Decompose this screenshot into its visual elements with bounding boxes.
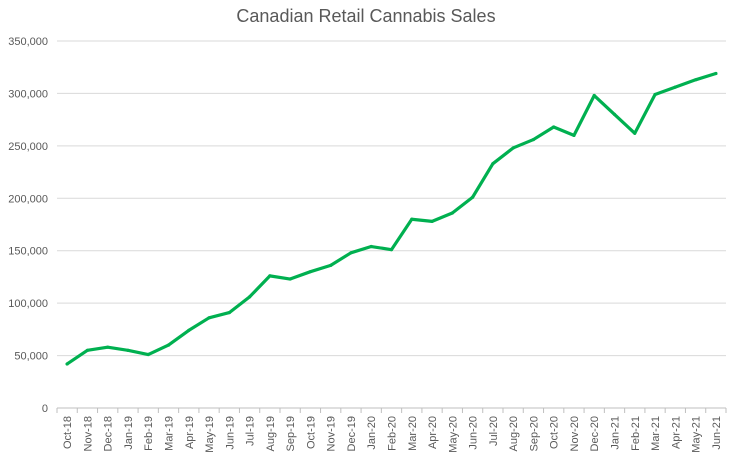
x-tick-label: Mar-21 — [650, 416, 662, 451]
data-point — [166, 343, 171, 347]
x-tick-label: Nov-18 — [82, 416, 94, 451]
x-tick-label: Jan-20 — [366, 416, 378, 450]
data-point — [552, 125, 556, 129]
data-point — [247, 295, 252, 299]
x-tick-label: Dec-20 — [589, 416, 601, 451]
x-tick-label: Jul-20 — [488, 416, 500, 446]
x-tick-label: Mar-19 — [164, 416, 176, 451]
x-tick-label: Mar-20 — [407, 416, 419, 451]
x-tick-label: Feb-21 — [630, 416, 642, 451]
y-tick-label: 300,000 — [8, 88, 48, 100]
x-tick-label: Jun-19 — [224, 416, 236, 450]
x-tick-label: Feb-19 — [143, 416, 155, 451]
x-tick-label: Dec-18 — [103, 416, 115, 451]
x-tick-label: Apr-19 — [184, 416, 196, 449]
data-point — [207, 316, 211, 320]
data-point — [430, 219, 434, 223]
y-tick-label: 150,000 — [8, 246, 48, 258]
x-tick-label: Sep-20 — [528, 416, 540, 451]
x-tick-label: Oct-20 — [549, 416, 561, 449]
x-tick-label: Aug-20 — [508, 416, 520, 451]
data-point — [288, 277, 292, 281]
x-tick-label: Aug-19 — [265, 416, 277, 451]
data-point — [714, 71, 718, 76]
x-tick-label: Apr-21 — [670, 416, 682, 449]
x-tick-label: Jun-20 — [468, 416, 480, 450]
y-tick-label: 350,000 — [8, 36, 48, 48]
data-point — [85, 348, 90, 352]
data-point — [470, 195, 475, 199]
x-tick-label: May-20 — [447, 416, 459, 453]
x-tick-label: May-19 — [204, 416, 216, 453]
x-tick-label: Sep-19 — [285, 416, 297, 451]
data-point — [389, 248, 394, 252]
y-tick-label: 0 — [42, 403, 48, 415]
chart-title: Canadian Retail Cannabis Sales — [236, 6, 495, 26]
data-point — [633, 131, 637, 135]
x-tick-label: Dec-19 — [346, 416, 358, 451]
data-point — [349, 251, 353, 255]
data-point — [612, 112, 617, 116]
data-point — [592, 93, 596, 98]
y-tick-label: 200,000 — [8, 193, 48, 205]
data-point — [410, 217, 414, 221]
y-tick-label: 50,000 — [14, 351, 48, 363]
data-point — [268, 274, 272, 278]
data-point — [653, 92, 657, 97]
x-tick-label: Jan-21 — [610, 416, 622, 450]
data-point — [572, 133, 576, 137]
data-point — [146, 352, 150, 357]
data-point — [531, 137, 536, 142]
data-point — [450, 211, 454, 215]
x-tick-label: Jul-19 — [245, 416, 257, 446]
data-point — [227, 310, 231, 315]
data-point — [187, 328, 191, 333]
data-point — [106, 345, 110, 349]
x-tick-label: Oct-18 — [62, 416, 74, 449]
x-tick-label: May-21 — [691, 416, 703, 453]
data-point — [491, 162, 495, 166]
x-tick-label: Jan-19 — [123, 416, 135, 450]
x-tick-label: Feb-20 — [387, 416, 399, 451]
data-point — [511, 146, 515, 150]
data-point — [308, 270, 313, 274]
data-point — [673, 85, 677, 89]
data-point — [693, 78, 698, 82]
data-point — [65, 362, 69, 366]
x-tick-label: Apr-20 — [427, 416, 439, 449]
y-tick-label: 250,000 — [8, 141, 48, 153]
data-point — [369, 244, 373, 249]
series-line-sales — [65, 71, 718, 366]
y-tick-label: 100,000 — [8, 298, 48, 310]
x-tick-label: Jun-21 — [711, 416, 723, 450]
data-point — [126, 348, 130, 352]
x-tick-label: Nov-20 — [569, 416, 581, 451]
x-tick-label: Nov-19 — [326, 416, 338, 451]
data-point — [329, 263, 333, 267]
x-tick-label: Oct-19 — [305, 416, 317, 449]
